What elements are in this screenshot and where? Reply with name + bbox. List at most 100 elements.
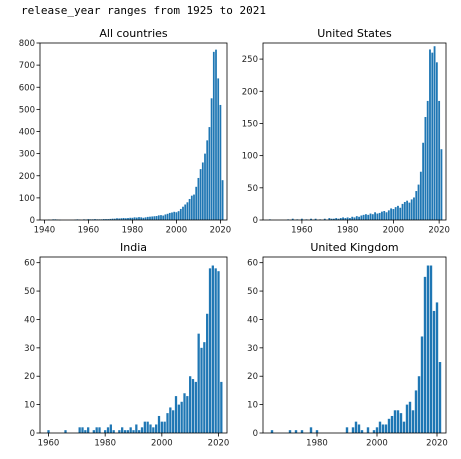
bar — [193, 194, 195, 220]
bar — [166, 413, 169, 433]
bar — [413, 197, 415, 220]
bar — [408, 401, 412, 433]
y-tick-label: 50 — [24, 287, 35, 297]
bar — [323, 218, 326, 220]
y-tick-label: 50 — [247, 184, 258, 194]
bar — [87, 219, 90, 220]
bar — [188, 198, 191, 220]
axes-frame — [39, 256, 228, 434]
bar — [429, 49, 431, 220]
x-tick-label: 1960 — [38, 439, 60, 449]
bar — [104, 430, 107, 433]
bar — [385, 212, 388, 220]
bar — [199, 169, 202, 220]
bar — [131, 217, 134, 220]
bar — [294, 430, 298, 433]
bar — [429, 265, 433, 433]
bar — [376, 213, 379, 220]
x-tick-label: 2020 — [208, 439, 230, 449]
bar — [107, 219, 110, 220]
x-tick-label: 1980 — [122, 226, 144, 236]
bar — [217, 78, 220, 221]
y-tick-label: 200 — [19, 172, 35, 182]
x-tick-label: 1960 — [78, 226, 100, 236]
bar — [183, 393, 186, 433]
x-tick-label: 2020 — [210, 226, 232, 236]
bar — [440, 149, 443, 220]
bar — [419, 171, 422, 220]
bar — [339, 218, 342, 220]
bar — [219, 104, 222, 220]
bar — [394, 207, 397, 220]
bar — [172, 410, 175, 433]
panel-1: 1940 1960 1980 2000 2020 0 100 200 300 400 500 600 7… — [19, 27, 231, 236]
bar — [423, 276, 427, 433]
bar — [344, 218, 347, 220]
bar — [206, 313, 209, 433]
y-tick-label: 60 — [247, 259, 258, 269]
bar — [203, 342, 206, 433]
y-tick-label: 0 — [30, 216, 35, 226]
bar — [399, 207, 402, 220]
bar — [166, 213, 169, 220]
bar — [214, 268, 217, 433]
bar — [371, 214, 374, 220]
bar — [194, 381, 197, 433]
y-tick-label: 30 — [247, 344, 258, 354]
bar — [383, 210, 386, 220]
bar — [179, 208, 182, 220]
x-tick-label: 2020 — [428, 226, 450, 236]
bar — [109, 424, 112, 433]
bar — [186, 202, 189, 220]
bar — [200, 347, 203, 433]
y-tick-label: 600 — [19, 83, 35, 93]
bar — [144, 217, 147, 220]
bar — [121, 427, 124, 433]
bar — [406, 200, 409, 220]
bar — [149, 424, 152, 433]
bar — [221, 180, 224, 220]
bar — [81, 427, 84, 433]
bar — [102, 219, 105, 220]
y-tick-label: 10 — [247, 401, 258, 411]
bar — [390, 415, 394, 433]
bar — [270, 430, 274, 433]
bar — [426, 100, 429, 220]
x-tick-label: 1980 — [94, 439, 116, 449]
bar — [197, 177, 200, 220]
bar — [173, 211, 176, 220]
y-tick-label: 40 — [24, 315, 35, 325]
bar — [155, 424, 158, 433]
bar — [98, 427, 101, 433]
bar — [162, 215, 165, 220]
bar — [366, 427, 370, 433]
panel-4: 1980 2000 2020 0 10 20 30 40 50 60 United Kingdom — [247, 241, 448, 449]
bar — [362, 214, 365, 220]
bar — [393, 410, 397, 433]
bar — [157, 215, 160, 220]
bar — [310, 218, 312, 220]
bar — [208, 268, 212, 433]
bar — [118, 430, 121, 433]
bar — [346, 217, 349, 220]
panel-3: 1960 1980 2000 2020 0 10 20 30 40 50 60 India — [24, 241, 229, 449]
y-tick-label: 60 — [24, 259, 35, 269]
bar — [111, 218, 114, 220]
bar — [403, 201, 406, 220]
bar — [288, 430, 292, 433]
bar — [113, 218, 116, 220]
bar — [94, 219, 96, 220]
bar — [435, 62, 438, 221]
bar — [420, 336, 424, 433]
bar — [378, 421, 382, 433]
bar — [177, 404, 180, 433]
bar — [345, 427, 349, 433]
bar — [197, 333, 200, 433]
bar — [330, 218, 333, 220]
bar — [405, 404, 409, 433]
bar — [112, 430, 115, 433]
bar — [206, 140, 209, 220]
bar — [164, 214, 167, 220]
y-tick-label: 20 — [24, 372, 35, 382]
